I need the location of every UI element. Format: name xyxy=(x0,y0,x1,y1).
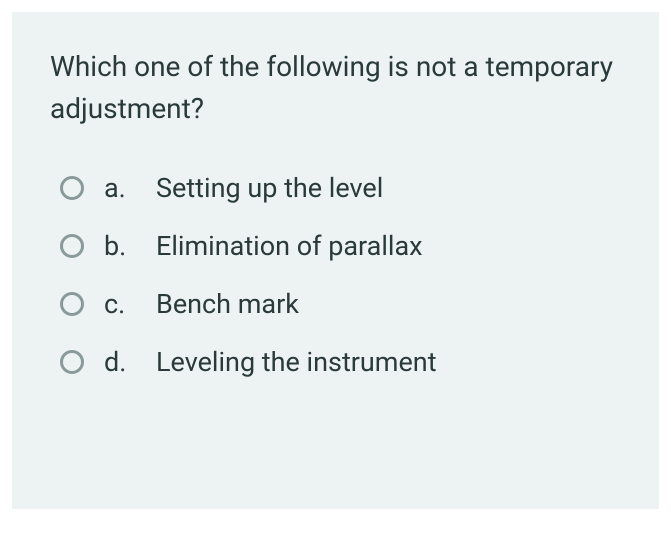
option-letter: b. xyxy=(104,230,136,262)
option-d[interactable]: d. Leveling the instrument xyxy=(60,346,621,378)
option-text: Leveling the instrument xyxy=(156,346,437,378)
option-letter: a. xyxy=(104,172,136,204)
question-card: Which one of the following is not a temp… xyxy=(12,12,659,509)
radio-icon[interactable] xyxy=(60,350,84,374)
option-letter: c. xyxy=(104,288,136,320)
option-c[interactable]: c. Bench mark xyxy=(60,288,621,320)
radio-icon[interactable] xyxy=(60,176,84,200)
option-text: Setting up the level xyxy=(156,172,383,204)
option-a[interactable]: a. Setting up the level xyxy=(60,172,621,204)
option-text: Elimination of parallax xyxy=(156,230,423,262)
option-b[interactable]: b. Elimination of parallax xyxy=(60,230,621,262)
question-text: Which one of the following is not a temp… xyxy=(50,46,621,130)
options-list: a. Setting up the level b. Elimination o… xyxy=(50,172,621,378)
radio-icon[interactable] xyxy=(60,292,84,316)
option-text: Bench mark xyxy=(156,288,299,320)
radio-icon[interactable] xyxy=(60,234,84,258)
option-letter: d. xyxy=(104,346,136,378)
